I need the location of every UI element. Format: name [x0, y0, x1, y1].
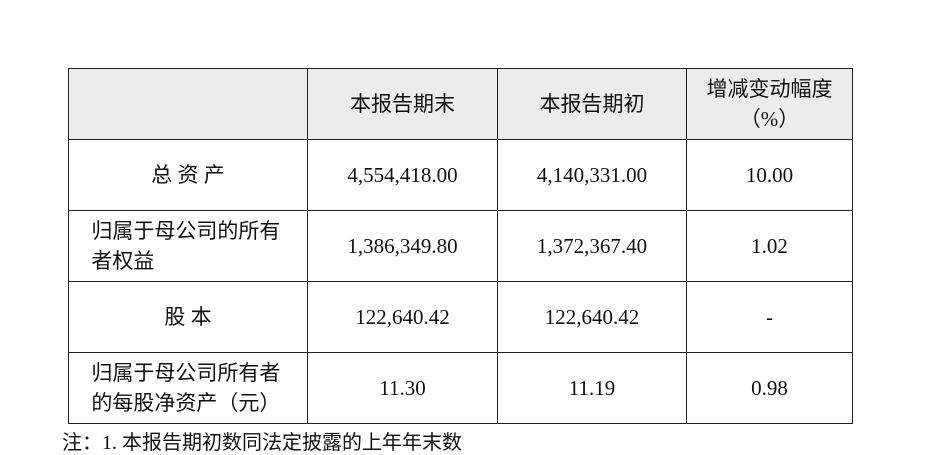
data-table: 本报告期末 本报告期初 增减变动幅度（%） 总 资 产 4,554,418.00 4,1… [68, 68, 853, 424]
header-row: 本报告期末 本报告期初 增减变动幅度（%） [68, 68, 853, 140]
value-cell: 1,372,367.40 [497, 210, 687, 282]
table-row: 总 资 产 4,554,418.00 4,140,331.00 10.00 [68, 139, 853, 211]
header-text: 本报告期初 [539, 92, 645, 116]
cell-value: 1.02 [751, 234, 788, 258]
value-cell: 10.00 [686, 139, 853, 211]
cell-value: 122,640.42 [355, 305, 450, 329]
cell-value: 1,372,367.40 [536, 234, 648, 258]
cell-value: 11.30 [379, 376, 426, 400]
cell-value: - [766, 305, 773, 329]
row-label: 归属于母公司所有者的每股净资产（元） [91, 361, 281, 415]
cell-value: 11.19 [568, 376, 616, 400]
value-cell: 122,640.42 [497, 281, 687, 353]
row-label-cell: 归属于母公司的所有者权益 [68, 210, 308, 282]
row-label-cell: 归属于母公司所有者的每股净资产（元） [68, 352, 308, 424]
cell-value: 0.98 [751, 376, 788, 400]
row-label: 股 本 [164, 305, 212, 329]
row-label: 归属于母公司的所有者权益 [91, 219, 281, 273]
cell-value: 10.00 [745, 163, 794, 187]
value-cell: 1,386,349.80 [307, 210, 498, 282]
table-row: 归属于母公司的所有者权益 1,386,349.80 1,372,367.40 1.02 [68, 210, 853, 282]
header-corner [68, 68, 308, 140]
value-cell: 4,554,418.00 [307, 139, 498, 211]
header-cell: 本报告期初 [497, 68, 687, 140]
header-cell: 本报告期末 [307, 68, 498, 140]
value-cell: 122,640.42 [307, 281, 498, 353]
table-body: 本报告期末 本报告期初 增减变动幅度（%） 总 资 产 4,554,418.00 4,1… [68, 68, 853, 424]
row-label-cell: 股 本 [68, 281, 308, 353]
header-text: 本报告期末 [350, 92, 455, 116]
page: 本报告期末 本报告期初 增减变动幅度（%） 总 资 产 4,554,418.00 4,1… [62, 68, 853, 454]
header-text: 增减变动幅度（%） [706, 77, 833, 131]
row-label-cell: 总 资 产 [68, 139, 308, 211]
value-cell: 4,140,331.00 [497, 139, 687, 211]
cell-value: 1,386,349.80 [347, 234, 458, 258]
value-cell: 11.19 [497, 352, 687, 424]
header-cell: 增减变动幅度（%） [686, 68, 853, 140]
value-cell: 1.02 [686, 210, 853, 282]
row-label: 总 资 产 [151, 163, 225, 187]
value-cell: 0.98 [686, 352, 853, 424]
footnote: 注：1. 本报告期初数同法定披露的上年年末数 [62, 432, 462, 454]
cell-value: 122,640.42 [544, 305, 640, 329]
value-cell: 11.30 [307, 352, 498, 424]
cell-value: 4,554,418.00 [347, 163, 458, 187]
table-row: 归属于母公司所有者的每股净资产（元） 11.30 11.19 0.98 [68, 352, 853, 424]
value-cell: - [686, 281, 853, 353]
cell-value: 4,140,331.00 [536, 163, 648, 187]
table-row: 股 本 122,640.42 122,640.42 - [68, 281, 853, 353]
